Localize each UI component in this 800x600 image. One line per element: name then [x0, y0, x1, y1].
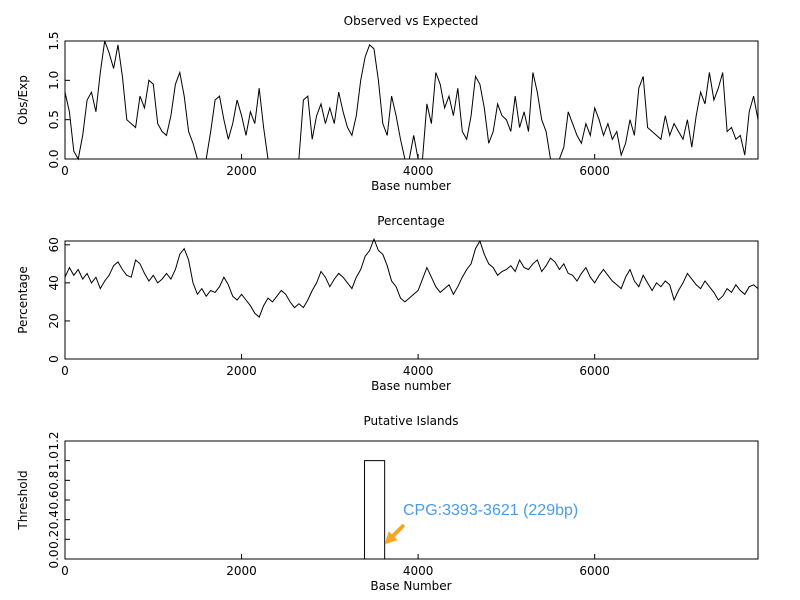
obs-exp-plot-frame	[64, 40, 759, 160]
y-tick-label: 0.0	[47, 149, 61, 168]
islands-xlabel: Base Number	[370, 579, 451, 593]
obs-exp-panel: Observed vs Expected 0 2000 4000 6000 0.00.…	[16, 14, 759, 193]
islands-ylabel: Threshold	[16, 470, 30, 530]
x-tick-label: 2000	[226, 564, 257, 578]
obs-exp-ylabel: Obs/Exp	[16, 75, 30, 125]
percentage-ylabel: Percentage	[16, 266, 30, 334]
annotation-arrow	[384, 524, 405, 545]
y-tick-label: 0.6	[47, 490, 61, 509]
x-tick-label: 6000	[579, 164, 610, 178]
x-tick-label: 6000	[579, 364, 610, 378]
obs-exp-x-ticks: 0 2000 4000 6000	[61, 154, 610, 178]
x-tick-label: 0	[61, 364, 69, 378]
y-tick-label: 0.0	[47, 549, 61, 568]
obs-exp-xlabel: Base number	[371, 179, 451, 193]
x-tick-label: 0	[61, 564, 69, 578]
y-tick-label: 0.8	[47, 471, 61, 490]
obs-exp-title: Observed vs Expected	[344, 14, 479, 28]
islands-series	[364, 460, 386, 559]
islands-plot-frame	[64, 440, 759, 560]
x-tick-label: 4000	[403, 364, 434, 378]
y-tick-label: 0.2	[47, 530, 61, 549]
percentage-plot-frame	[64, 240, 759, 360]
annotation-arrow-head	[384, 531, 398, 545]
y-tick-label: 0.5	[47, 110, 61, 129]
obs-exp-series	[64, 40, 759, 161]
islands-title: Putative Islands	[364, 414, 459, 428]
x-tick-label: 6000	[579, 564, 610, 578]
series-line	[64, 237, 759, 318]
y-tick-label: 1.2	[47, 431, 61, 450]
series-line	[64, 40, 759, 161]
y-tick-label: 60	[47, 237, 61, 252]
islands-y-ticks: 0.00.20.40.60.81.01.2	[47, 431, 70, 569]
islands-x-ticks: 0 2000 4000 6000	[61, 554, 610, 578]
x-tick-label: 2000	[226, 164, 257, 178]
x-tick-label: 4000	[403, 164, 434, 178]
x-tick-label: 2000	[226, 364, 257, 378]
obs-exp-y-ticks: 0.0 0.5 1.0 1.5	[47, 31, 70, 169]
percentage-x-ticks: 0 2000 4000 6000	[61, 354, 610, 378]
islands-panel: Putative Islands 0 2000 4000 6000 0.00.20.4…	[16, 414, 759, 593]
percentage-xlabel: Base number	[371, 379, 451, 393]
percentage-series	[64, 237, 759, 318]
y-tick-label: 1.0	[47, 451, 61, 470]
island-bar	[364, 460, 386, 559]
y-tick-label: 1.0	[47, 71, 61, 90]
annotation-arrow-shaft	[389, 524, 405, 540]
cpg-island-annotation: CPG:3393-3621 (229bp)	[403, 502, 578, 519]
y-tick-label: 1.5	[47, 31, 61, 50]
y-tick-label: 0.4	[47, 510, 61, 529]
x-tick-label: 4000	[403, 564, 434, 578]
percentage-panel: Percentage 0 2000 4000 6000 0 20 40 60 Base nu…	[16, 214, 759, 393]
x-tick-label: 0	[61, 164, 69, 178]
percentage-y-ticks: 0 20 40 60	[47, 237, 70, 363]
y-tick-label: 40	[47, 275, 61, 290]
percentage-title: Percentage	[377, 214, 445, 228]
y-tick-label: 0	[47, 355, 61, 363]
y-tick-label: 20	[47, 313, 61, 328]
